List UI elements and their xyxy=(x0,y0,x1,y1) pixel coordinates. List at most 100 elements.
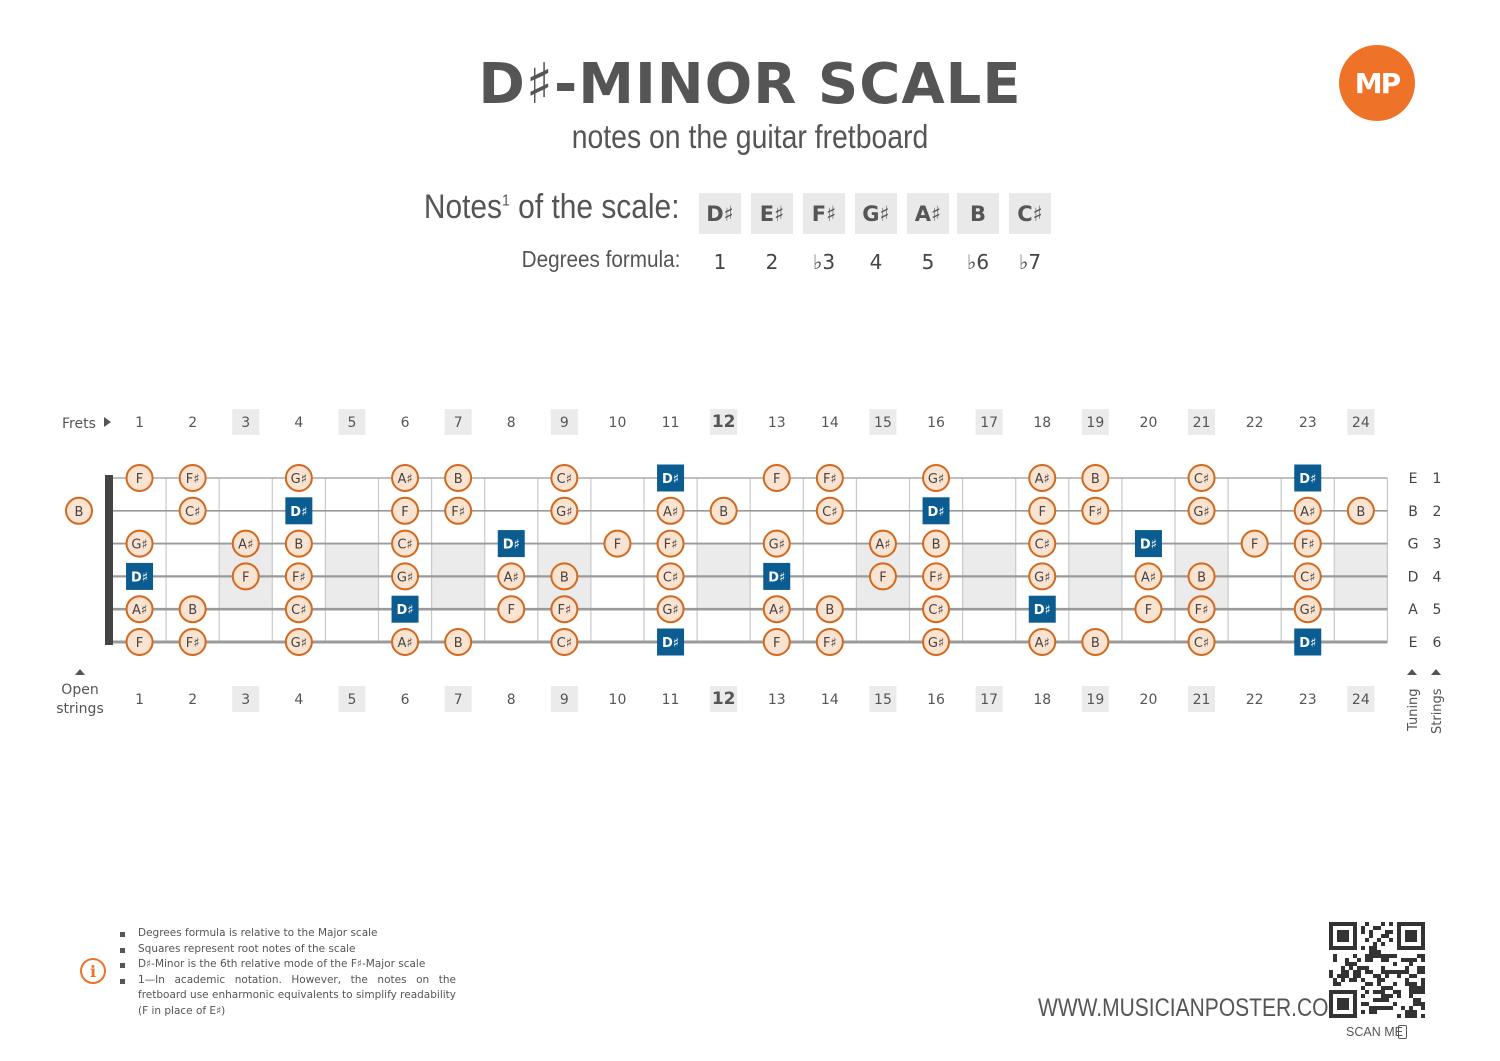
qr-module xyxy=(1393,982,1397,986)
note-label: F xyxy=(401,505,408,520)
note-label: B xyxy=(1091,472,1100,487)
qr-module xyxy=(1369,934,1373,938)
fret-number-bottom: 22 xyxy=(1246,692,1264,708)
fret-number-highlight xyxy=(975,686,1003,712)
scale-degree: 5 xyxy=(921,250,935,274)
qr-module xyxy=(1409,982,1413,986)
qr-module xyxy=(1357,974,1361,978)
qr-module xyxy=(1373,954,1377,958)
qr-module xyxy=(1385,986,1389,990)
qr-module xyxy=(1413,1002,1417,1006)
qr-module xyxy=(1373,998,1377,1002)
fret-number-highlight xyxy=(338,686,366,712)
fret-number-bottom: 1 xyxy=(135,692,144,708)
qr-module xyxy=(1417,1002,1421,1006)
note-circle xyxy=(815,595,844,624)
note-circle xyxy=(1293,496,1322,525)
qr-module xyxy=(1373,926,1377,930)
scale-note: E♯ xyxy=(751,193,793,234)
qr-module xyxy=(1365,990,1369,994)
qr-module xyxy=(1361,1010,1365,1014)
qr-module xyxy=(1365,922,1369,926)
fret-number-highlight xyxy=(869,409,897,435)
root-note-square xyxy=(285,497,313,525)
fret-number-highlight xyxy=(869,686,897,712)
string-number: 3 xyxy=(1433,537,1442,553)
qr-module xyxy=(1413,974,1417,978)
qr-module xyxy=(1385,994,1389,998)
note-label: F♯ xyxy=(929,570,943,585)
qr-code[interactable] xyxy=(1329,922,1425,1018)
phone-icon xyxy=(1398,1025,1407,1039)
footnote: 1—In academic notation. However, the not… xyxy=(118,973,456,1020)
note-circle xyxy=(1028,464,1057,492)
website-link[interactable]: WWW.MUSICIANPOSTER.COM xyxy=(1038,994,1346,1022)
note-circle xyxy=(762,529,791,558)
fret-number: 11 xyxy=(662,415,680,431)
qr-module xyxy=(1409,1006,1413,1010)
note-label: G♯ xyxy=(769,538,785,553)
note-label: G♯ xyxy=(1300,603,1316,618)
qr-module xyxy=(1393,954,1397,958)
note-circle xyxy=(868,529,897,558)
note-label: F xyxy=(773,636,780,651)
note-circle xyxy=(868,562,897,591)
note-label: F xyxy=(136,472,143,487)
tuning-note: E xyxy=(1409,471,1418,487)
note-circle xyxy=(391,496,420,525)
note-circle xyxy=(125,464,154,492)
qr-module xyxy=(1373,1010,1377,1014)
note-label: F♯ xyxy=(451,505,465,520)
qr-module xyxy=(1377,974,1381,978)
fret-number-bottom: 11 xyxy=(662,692,680,708)
note-label: F xyxy=(879,570,886,585)
qr-module xyxy=(1409,1014,1413,1018)
open-strings-label: strings xyxy=(56,701,103,717)
note-circle xyxy=(1346,496,1375,525)
qr-module xyxy=(1421,954,1425,958)
qr-module xyxy=(1413,986,1417,990)
root-note-label: D♯ xyxy=(662,472,679,487)
qr-module xyxy=(1421,966,1425,970)
qr-module xyxy=(1417,998,1421,1002)
fret-number: 19 xyxy=(1086,415,1104,431)
qr-module xyxy=(1421,986,1425,990)
note-label: F♯ xyxy=(186,636,200,651)
scale-degree: 2 xyxy=(765,250,779,274)
note-label: G♯ xyxy=(1034,570,1050,585)
qr-module xyxy=(1377,926,1381,930)
note-circle xyxy=(125,595,154,624)
qr-module xyxy=(1381,970,1385,974)
qr-module xyxy=(1405,958,1409,962)
tuning-label: Tuning xyxy=(1406,688,1421,732)
note-label: F xyxy=(1145,603,1152,618)
fret-number-highlight xyxy=(710,686,738,712)
root-note-square xyxy=(1028,595,1056,623)
fret-number-bottom: 23 xyxy=(1299,692,1317,708)
qr-module xyxy=(1341,978,1345,982)
scale-degree: ♭6 xyxy=(966,250,990,274)
fret-number-highlight xyxy=(232,409,260,435)
qr-module xyxy=(1405,1014,1409,1018)
page-title: D♯-MINOR SCALE xyxy=(478,52,1022,117)
fret-number-highlight xyxy=(444,409,472,435)
note-label: C♯ xyxy=(1300,570,1315,585)
note-label: B xyxy=(75,505,84,520)
qr-module xyxy=(1333,954,1337,958)
note-circle xyxy=(762,628,791,656)
note-circle xyxy=(1081,496,1110,525)
note-circle xyxy=(815,464,844,492)
fret-number: 13 xyxy=(768,415,786,431)
root-note-label: D♯ xyxy=(1034,603,1051,618)
note-label: C♯ xyxy=(1194,472,1209,487)
fret-number-bottom: 13 xyxy=(768,692,786,708)
root-note-square xyxy=(1294,628,1322,656)
fret-number-bottom: 8 xyxy=(507,692,516,708)
fret-number: 2 xyxy=(188,415,197,431)
qr-module xyxy=(1401,970,1405,974)
tuning-note: B xyxy=(1408,504,1418,520)
fret-number: 3 xyxy=(241,415,250,431)
note-label: C♯ xyxy=(291,603,306,618)
note-circle xyxy=(1028,529,1057,558)
fret-number-bottom: 21 xyxy=(1193,692,1211,708)
